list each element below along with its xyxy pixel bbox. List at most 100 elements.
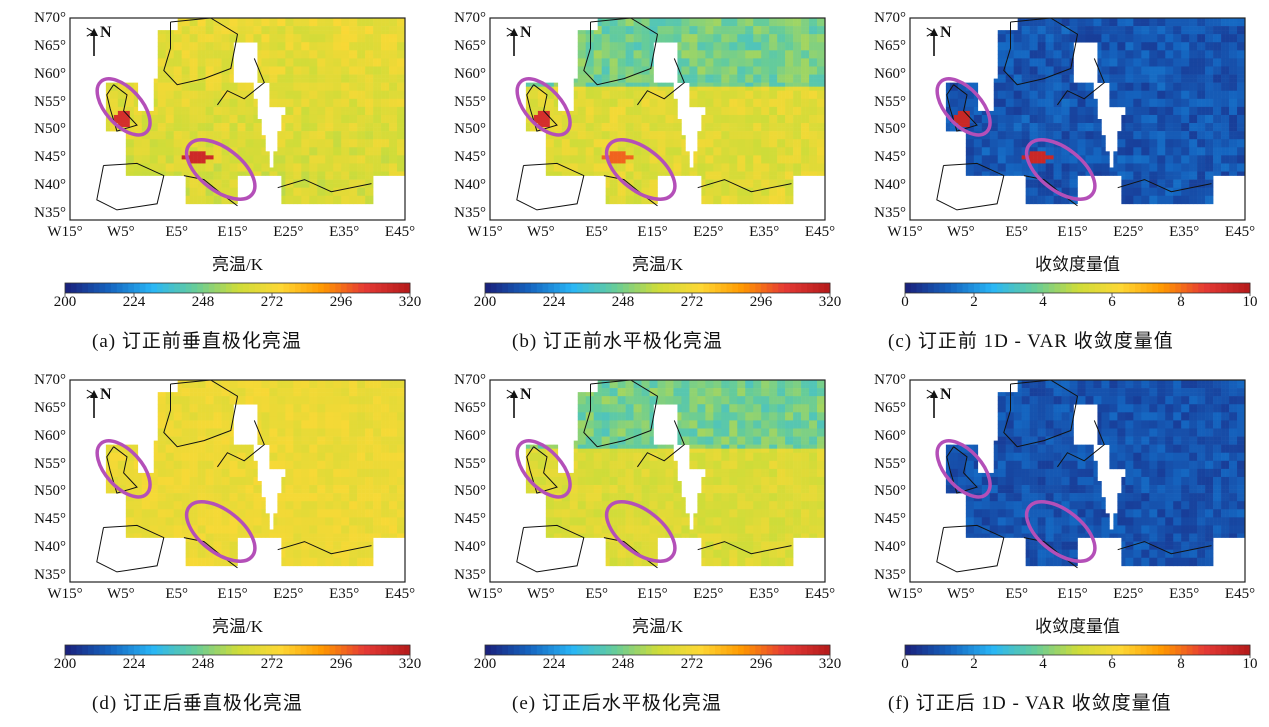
lat-label: N40°: [454, 177, 486, 194]
lat-label: N60°: [874, 427, 906, 444]
lon-label: E15°: [637, 586, 668, 602]
colorbar: [904, 644, 1251, 658]
colorbar-tick-label: 320: [398, 294, 422, 310]
colorbar: [484, 644, 831, 658]
north-arrow-icon: [90, 28, 98, 56]
lon-label: E5°: [165, 586, 188, 602]
data-field: [525, 380, 826, 567]
coastline: [86, 17, 372, 211]
panel-caption: (a) 订正前垂直极化亮温: [92, 331, 302, 352]
lat-label: N55°: [874, 93, 906, 110]
colorbar-tick-label: 2: [970, 294, 978, 310]
north-label: N: [100, 24, 112, 41]
lat-label: N45°: [34, 511, 66, 528]
map-frame: [69, 379, 406, 583]
colorbar-tick-label: 248: [611, 656, 635, 672]
panel-caption: (e) 订正后水平极化亮温: [512, 693, 722, 714]
colorbar-tick-label: 296: [329, 656, 353, 672]
lon-label: E15°: [1057, 586, 1088, 602]
lat-label: N70°: [454, 10, 486, 26]
lon-label: E25°: [273, 224, 304, 240]
lon-label: E5°: [585, 224, 608, 240]
lon-label: W5°: [947, 586, 975, 602]
colorbar-tick-label: 320: [398, 656, 422, 672]
lon-label: W5°: [527, 224, 555, 240]
lon-label: E45°: [384, 586, 416, 602]
lon-label: W15°: [887, 586, 923, 602]
coastline: [506, 17, 792, 211]
lon-label: E35°: [1169, 586, 1200, 602]
lat-label: N65°: [874, 399, 906, 416]
lon-label: E15°: [637, 224, 668, 240]
map-frame: [909, 379, 1246, 583]
colorbar-tick-label: 320: [818, 656, 842, 672]
colorbar-tick-label: 248: [611, 294, 635, 310]
map-frame: [489, 17, 826, 221]
north-arrow-icon: [90, 390, 98, 418]
lat-label: N50°: [454, 483, 486, 500]
lon-label: W15°: [47, 586, 83, 602]
lat-label: N55°: [34, 455, 66, 472]
colorbar-tick-label: 248: [191, 656, 215, 672]
colorbar-tick-label: 296: [749, 294, 773, 310]
north-arrow-icon: [930, 28, 938, 56]
colorbar-tick-label: 6: [1108, 656, 1116, 672]
colorbar-tick-label: 200: [473, 294, 497, 310]
lat-label: N35°: [34, 205, 66, 222]
data-field: [525, 18, 826, 205]
colorbar-unit-label: 亮温/K: [212, 255, 263, 274]
colorbar-tick-label: 8: [1177, 656, 1185, 672]
lat-label: N35°: [34, 567, 66, 584]
map-graphic: [64, 17, 411, 296]
map-graphic: [904, 379, 1251, 658]
lon-label: E5°: [165, 224, 188, 240]
colorbar-tick-label: 296: [749, 656, 773, 672]
data-field: [105, 380, 406, 567]
lon-label: E45°: [1224, 224, 1256, 240]
lon-label: W5°: [107, 586, 135, 602]
lon-label: E25°: [1113, 224, 1144, 240]
lat-label: N70°: [874, 372, 906, 388]
panel-caption: (f) 订正后 1D - VAR 收敛度量值: [888, 693, 1172, 714]
colorbar-unit-label: 亮温/K: [632, 255, 683, 274]
panel-caption: (b) 订正前水平极化亮温: [512, 331, 723, 352]
lat-label: N40°: [34, 177, 66, 194]
north-arrow-icon: [510, 28, 518, 56]
lat-label: N45°: [34, 149, 66, 166]
lon-label: E35°: [329, 224, 360, 240]
lat-label: N45°: [454, 149, 486, 166]
colorbar: [64, 644, 411, 658]
lon-label: E35°: [749, 224, 780, 240]
colorbar: [484, 282, 831, 296]
data-field: [945, 380, 1246, 567]
north-label: N: [520, 386, 532, 403]
colorbar-tick-label: 224: [122, 656, 146, 672]
north-label: N: [940, 24, 952, 41]
lon-label: W5°: [107, 224, 135, 240]
lon-label: E15°: [217, 586, 248, 602]
colorbar-tick-label: 296: [329, 294, 353, 310]
colorbar-tick-label: 224: [542, 294, 566, 310]
lon-label: E35°: [329, 586, 360, 602]
lat-label: N60°: [34, 65, 66, 82]
panel-caption: (c) 订正前 1D - VAR 收敛度量值: [888, 331, 1174, 352]
north-arrow-icon: [930, 390, 938, 418]
lon-label: E5°: [1005, 586, 1028, 602]
lat-label: N65°: [454, 399, 486, 416]
lon-label: E5°: [585, 586, 608, 602]
lat-label: N40°: [454, 539, 486, 556]
highlight-ellipse-uk: [935, 77, 992, 137]
lat-label: N70°: [874, 10, 906, 26]
data-field: [105, 18, 406, 205]
lat-label: N45°: [874, 149, 906, 166]
map-panel-f: N N70° N65° N60° N55° N50° N45° N40° N35° W15° W5°…: [840, 362, 1260, 724]
lon-label: W15°: [887, 224, 923, 240]
highlight-ellipse-uk: [95, 77, 152, 137]
north-label: N: [100, 386, 112, 403]
colorbar-tick-label: 224: [122, 294, 146, 310]
colorbar-tick-label: 10: [1242, 294, 1258, 310]
lat-label: N55°: [454, 93, 486, 110]
lon-label: W15°: [467, 586, 503, 602]
colorbar-unit-label: 收敛度量值: [1035, 255, 1120, 274]
lat-label: N70°: [454, 372, 486, 388]
